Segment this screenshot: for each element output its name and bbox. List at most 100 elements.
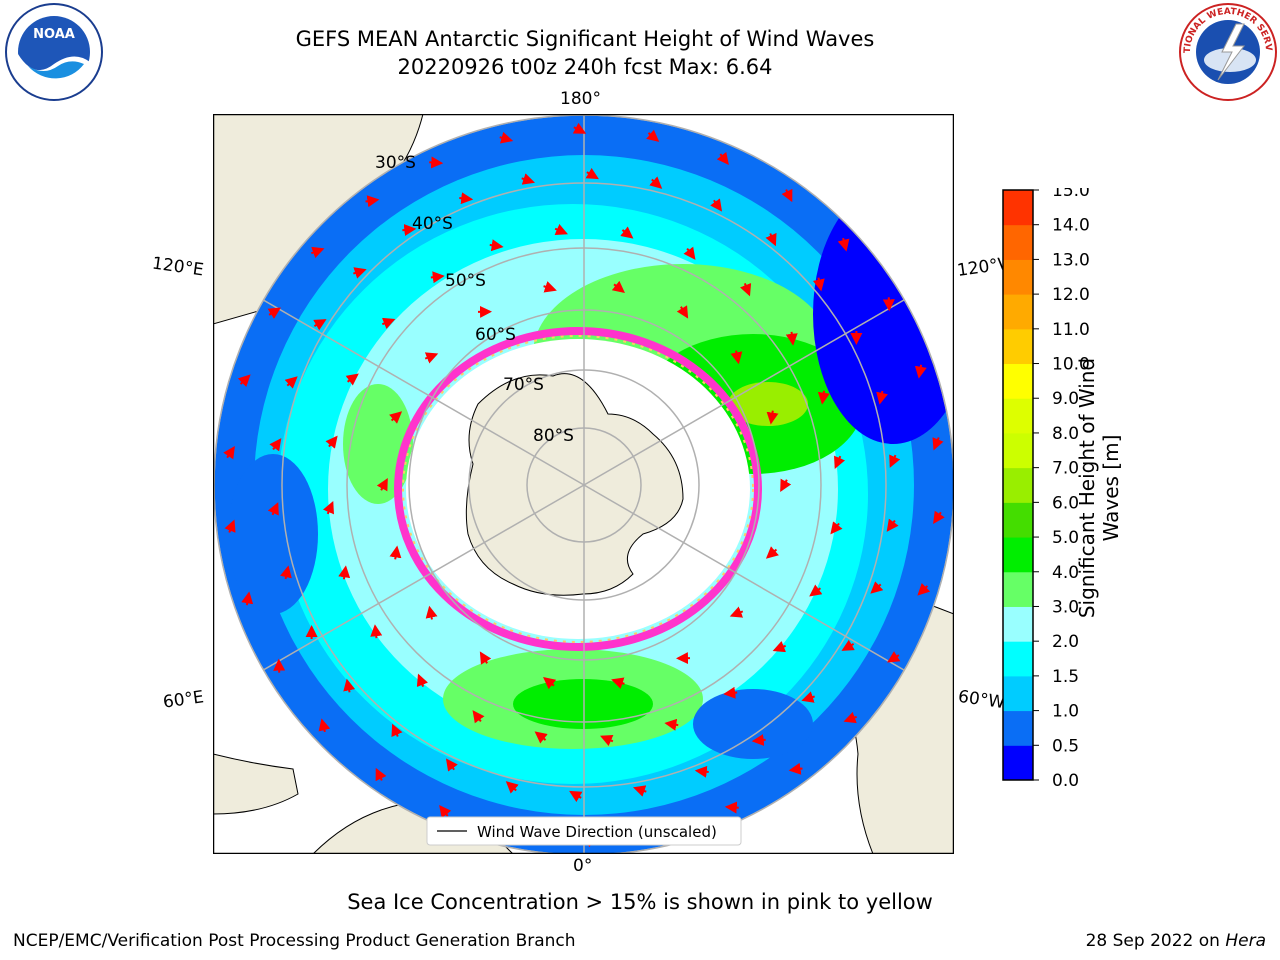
lon-label-60w: 60°W xyxy=(956,686,1007,714)
colorbar-swatch xyxy=(1003,745,1033,781)
wave-arrow xyxy=(676,305,689,319)
wave-arrow xyxy=(812,277,825,292)
wave-arrow xyxy=(505,781,519,794)
wave-arrow xyxy=(724,801,739,814)
footer-machine: Hera xyxy=(1225,931,1266,951)
wave-arrow xyxy=(569,790,583,803)
wave-arrow xyxy=(338,565,351,580)
colorbar-swatch xyxy=(1003,606,1033,642)
wave-arrow xyxy=(914,364,927,379)
wave-arrow xyxy=(889,454,901,468)
colorbar-tick-label: 14.0 xyxy=(1052,216,1090,236)
noaa-logo: NOAA xyxy=(5,3,103,101)
colorbar-swatch xyxy=(1003,190,1033,226)
wave-arrow xyxy=(389,545,402,560)
wave-arrow xyxy=(780,478,792,493)
wave-arrow xyxy=(876,390,888,405)
lon-label-120e: 120°E xyxy=(150,253,205,281)
wave-arrow xyxy=(267,307,281,319)
legend-label: Wind Wave Direction (unscaled) xyxy=(477,823,717,841)
wave-arrow xyxy=(389,411,403,424)
wave-arrow xyxy=(781,188,793,203)
wave-arrow xyxy=(751,734,766,746)
wave-arrow xyxy=(600,735,614,747)
wave-arrow xyxy=(837,237,850,252)
lat-label-60s: 60°S xyxy=(475,325,516,345)
colorbar-swatch xyxy=(1003,571,1033,607)
wave-arrow xyxy=(585,167,599,180)
wave-arrow xyxy=(472,710,485,724)
colorbar-label: Significant Height of Wind Waves [m] xyxy=(1075,188,1123,788)
wave-arrow xyxy=(224,519,236,533)
wave-arrow xyxy=(834,455,846,469)
wave-arrow xyxy=(311,246,325,259)
colorbar-label-line1: Significant Height of Wind xyxy=(1075,357,1099,619)
wave-arrow xyxy=(664,718,679,731)
wave-arrow xyxy=(267,502,279,516)
wave-arrow xyxy=(376,477,388,492)
footer-date-text: 28 Sep 2022 on xyxy=(1085,931,1226,951)
colorbar-tick-label: 3.0 xyxy=(1052,597,1079,617)
wave-arrow xyxy=(534,731,548,744)
wave-arrow xyxy=(322,501,334,515)
wave-arrow xyxy=(632,785,647,797)
wave-arrow xyxy=(788,762,803,775)
wave-arrow xyxy=(817,390,830,405)
map-legend: Wind Wave Direction (unscaled) xyxy=(426,816,742,846)
wave-arrow xyxy=(370,624,383,639)
colorbar-swatch xyxy=(1003,710,1033,746)
chart-subtitle: 20220926 t00z 240h fcst Max: 6.64 xyxy=(397,55,773,79)
colorbar-tick-label: 1.5 xyxy=(1052,667,1079,687)
colorbar-tick-label: 8.0 xyxy=(1052,424,1079,444)
colorbar-swatch xyxy=(1003,259,1033,295)
colorbar-tick-label: 2.0 xyxy=(1052,632,1079,652)
wave-arrow xyxy=(843,711,857,724)
lat-label-50s: 50°S xyxy=(445,271,486,291)
noaa-logo-text: NOAA xyxy=(33,27,75,42)
wave-arrow xyxy=(445,758,458,772)
colorbar-tick-label: 10.0 xyxy=(1052,355,1090,375)
polar-map: 30°S 40°S 50°S 60°S 70°S 80°S Wind Wave … xyxy=(213,114,954,854)
wave-arrow xyxy=(554,223,568,235)
wave-arrow xyxy=(917,583,931,596)
lat-label-80s: 80°S xyxy=(533,426,574,446)
wave-arrow xyxy=(739,282,752,297)
colorbar-swatch xyxy=(1003,467,1033,503)
wave-arrow xyxy=(886,518,899,532)
colorbar-swatch xyxy=(1003,502,1033,538)
colorbar-label-line2: Waves [m] xyxy=(1099,434,1123,542)
colorbar-swatch xyxy=(1003,328,1033,365)
wave-arrow xyxy=(223,446,235,460)
colorbar-tick-label: 11.0 xyxy=(1052,320,1090,340)
wave-arrow xyxy=(620,226,634,239)
wave-arrow xyxy=(325,435,338,449)
wave-arrow xyxy=(766,410,779,425)
wave-arrow xyxy=(830,521,843,535)
wave-arrow xyxy=(765,546,779,559)
lat-label-30s: 30°S xyxy=(375,153,416,173)
wave-arrow xyxy=(870,581,884,594)
nws-logo: NATIONAL WEATHER SERVICE xyxy=(1178,2,1277,101)
wave-arrow xyxy=(499,131,514,144)
chart-title: GEFS MEAN Antarctic Significant Height o… xyxy=(295,27,875,51)
wave-arrow xyxy=(429,156,444,169)
wave-arrow xyxy=(809,584,823,597)
wave-arrow xyxy=(365,195,380,208)
wave-arrow xyxy=(237,374,251,387)
wave-arrow xyxy=(402,224,417,236)
colorbar-tick-label: 7.0 xyxy=(1052,459,1079,479)
colorbar-tick-label: 5.0 xyxy=(1052,528,1079,548)
lon-label-60e: 60°E xyxy=(161,687,206,713)
wave-arrow xyxy=(716,151,729,166)
lon-label-0: 0° xyxy=(573,856,593,876)
colorbar-swatch xyxy=(1003,363,1033,399)
lat-label-40s: 40°S xyxy=(412,214,453,234)
wave-arrow xyxy=(683,246,696,260)
colorbar-swatch xyxy=(1003,224,1033,260)
wave-arrow xyxy=(841,639,855,651)
footer-date: 28 Sep 2022 on Hera xyxy=(1086,931,1266,951)
footer-credit: NCEP/EMC/Verification Post Processing Pr… xyxy=(13,931,576,951)
wave-arrow xyxy=(785,331,798,346)
wave-arrow xyxy=(343,678,356,693)
wave-arrow xyxy=(375,767,387,782)
